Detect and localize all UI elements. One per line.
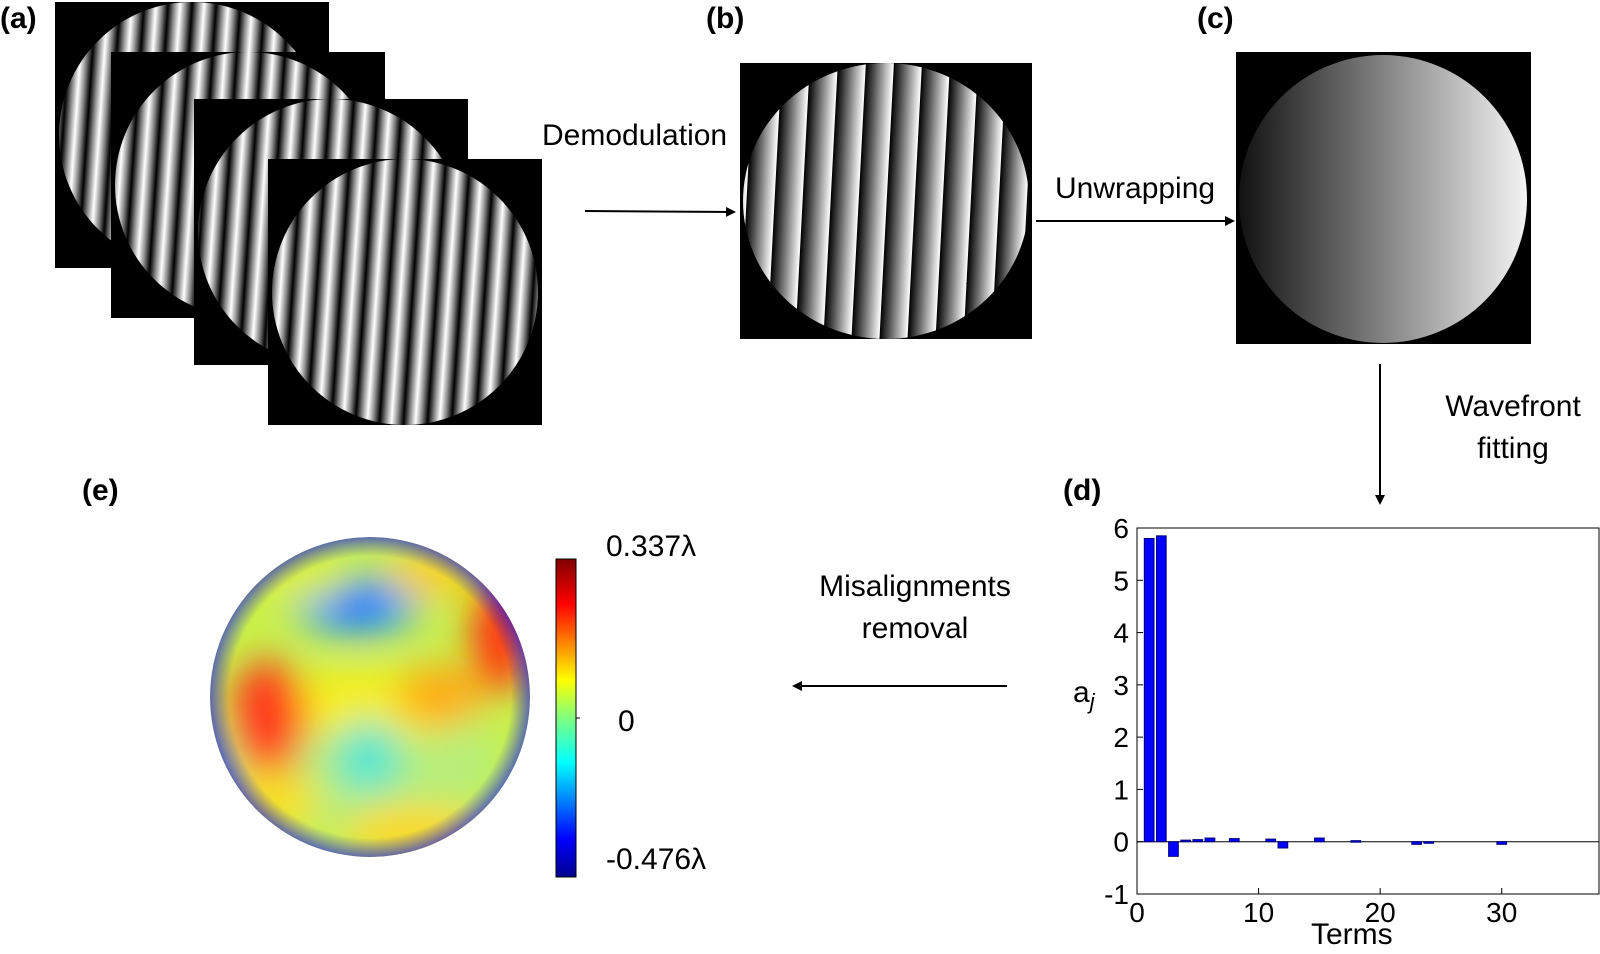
interferogram-frame-4 (268, 159, 542, 425)
chart-x-axis-label: Terms (1311, 918, 1393, 951)
panel-label-c: (c) (1197, 2, 1234, 35)
y-tick-label: 6 (1113, 513, 1129, 544)
colorbar-mid-label: 0 (618, 705, 635, 738)
step-unwrapping: Unwrapping (1055, 172, 1216, 205)
panel-label-b: (b) (706, 2, 745, 35)
interferogram-stack (55, 2, 542, 425)
bar-term-5 (1192, 839, 1204, 843)
y-tick-label: 2 (1113, 722, 1129, 753)
y-tick-label: 4 (1113, 618, 1129, 649)
bar-term-8 (1228, 838, 1240, 843)
chart-y-axis-label: aj (1073, 676, 1095, 715)
bar-term-15 (1314, 837, 1325, 843)
bar-term-6 (1204, 837, 1216, 843)
colorbar (555, 558, 580, 878)
step-misalignments-removal-line1: Misalignments (819, 570, 1011, 603)
y-tick-label: 3 (1113, 670, 1129, 701)
colorbar-max-label: 0.337λ (606, 530, 697, 563)
panel-label-a: (a) (0, 2, 37, 35)
step-wavefront-fitting-line2: fitting (1477, 432, 1549, 465)
x-tick-label: 20 (1365, 897, 1396, 928)
colorbar-gradient (555, 558, 577, 878)
y-tick-label: 5 (1113, 565, 1129, 596)
panel-label-e: (e) (82, 474, 119, 507)
bar-term-4 (1180, 839, 1191, 843)
x-tick-label: 10 (1243, 897, 1274, 928)
step-demodulation: Demodulation (542, 119, 728, 152)
chart-y-axis-label-main: a (1073, 676, 1090, 709)
x-tick-label: 0 (1129, 897, 1145, 928)
bar-term-30 (1496, 841, 1508, 845)
y-tick-label: 1 (1113, 774, 1129, 805)
step-wavefront-fitting: Wavefront fitting (1428, 386, 1598, 470)
y-tick-label: 0 (1113, 827, 1129, 858)
colorbar-min-label: -0.476λ (606, 843, 707, 876)
panel-label-d: (d) (1063, 474, 1102, 507)
bar-term-23 (1411, 841, 1422, 845)
x-tick-label: 30 (1486, 897, 1517, 928)
step-misalignments-removal: Misalignments removal (795, 566, 1035, 650)
bar-term-11 (1265, 838, 1277, 843)
bar-term-24 (1423, 841, 1435, 844)
step-misalignments-removal-line2: removal (861, 612, 969, 645)
bar-term-1 (1143, 537, 1155, 843)
bar-term-3 (1168, 841, 1179, 857)
step-wavefront-fitting-line1: Wavefront (1445, 390, 1581, 423)
residual-wavefront-map (210, 537, 530, 857)
unwrapped-phase-image (1236, 52, 1531, 344)
y-tick-label: -1 (1104, 879, 1129, 910)
bar-term-2 (1155, 535, 1167, 843)
chart-plot-area (1136, 527, 1600, 895)
wrapped-phase-image (740, 63, 1032, 339)
bar-term-12 (1277, 841, 1289, 849)
bar-term-18 (1350, 840, 1362, 843)
chart-y-axis-label-sub: j (1089, 689, 1095, 714)
arrow-demodulation (584, 206, 736, 217)
